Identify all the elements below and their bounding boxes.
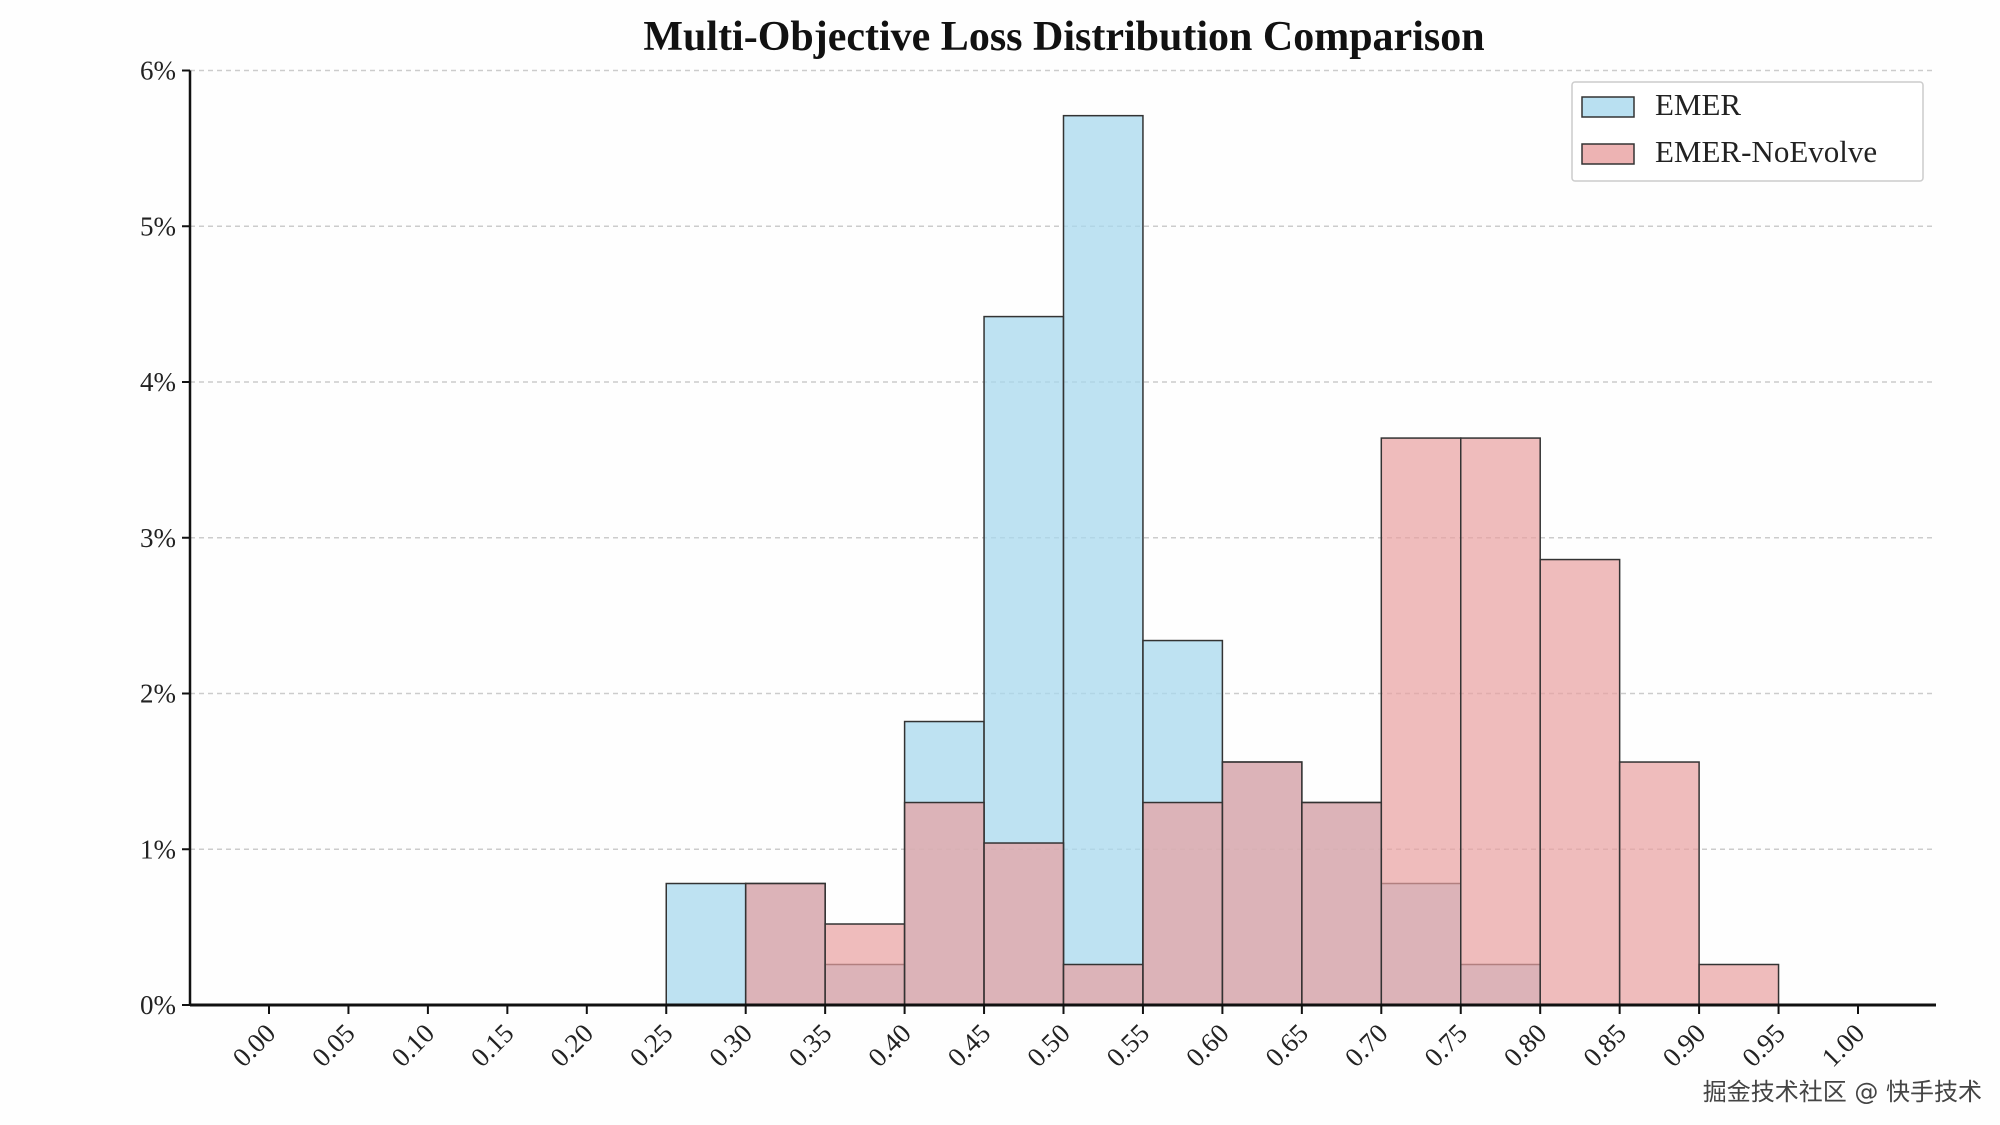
x-tick-label: 0.95 (1736, 1018, 1791, 1073)
bar-emer-noevolve (1062, 963, 1144, 1006)
watermark: 掘金技术社区 @ 快手技术 (1702, 1078, 1982, 1106)
x-tick-label: 0.00 (227, 1018, 282, 1073)
x-tick-label: 0.60 (1180, 1018, 1235, 1073)
x-tick-label: 0.35 (783, 1018, 838, 1073)
legend-swatch (1581, 96, 1635, 118)
y-tick-label: 0% (140, 990, 176, 1020)
x-tick-label: 0.20 (544, 1018, 599, 1073)
legend-swatch (1581, 143, 1635, 165)
x-tick-label: 0.05 (306, 1018, 361, 1073)
legend-label: EMER-NoEvolve (1655, 134, 1877, 169)
x-tick-label: 0.50 (1021, 1018, 1076, 1073)
bar-emer (1062, 114, 1144, 1006)
x-tick-label: 0.65 (1259, 1018, 1314, 1073)
legend: EMER EMER-NoEvolve (1571, 81, 1924, 182)
y-tick-label: 2% (140, 679, 176, 709)
x-tick-label: 1.00 (1816, 1018, 1871, 1073)
x-tick-label: 0.80 (1498, 1018, 1553, 1073)
y-tick-label: 4% (140, 367, 176, 397)
y-tick-label: 3% (140, 523, 176, 553)
x-tick-label: 0.40 (862, 1018, 917, 1073)
bar-emer-noevolve (1460, 437, 1541, 1006)
y-tick-label: 5% (140, 211, 176, 241)
x-tick-label: 0.70 (1339, 1018, 1394, 1073)
bars (665, 114, 1780, 1006)
bar-emer-noevolve (983, 842, 1065, 1006)
x-tick-label: 0.45 (942, 1018, 997, 1073)
bar-emer-noevolve (1698, 963, 1780, 1006)
bar-emer-noevolve (824, 923, 906, 1006)
x-tick-label: 0.55 (1101, 1018, 1156, 1073)
bar-emer-noevolve (1618, 761, 1700, 1006)
bar-emer-noevolve (1142, 801, 1224, 1006)
bar-emer-noevolve (903, 801, 985, 1006)
chart-title: Multi-Objective Loss Distribution Compar… (643, 14, 1484, 60)
y-tick-label: 6% (140, 56, 176, 86)
y-tick-label: 1% (140, 834, 176, 864)
bar-emer (665, 882, 747, 1006)
bar-emer-noevolve (1301, 801, 1383, 1006)
bar-emer-noevolve (1221, 761, 1303, 1006)
legend-label: EMER (1655, 87, 1741, 122)
x-tick-label: 0.85 (1577, 1018, 1632, 1073)
bar-emer-noevolve (1539, 558, 1621, 1006)
x-tick-label: 0.75 (1418, 1018, 1473, 1073)
bar-emer-noevolve (1380, 437, 1462, 1006)
bar-emer-noevolve (744, 882, 826, 1006)
legend-box (1571, 81, 1924, 182)
x-tick-label: 0.25 (624, 1018, 679, 1073)
x-tick-label: 0.15 (465, 1018, 520, 1073)
x-tick-label: 0.30 (703, 1018, 758, 1073)
x-tick-label: 0.90 (1657, 1018, 1712, 1073)
x-tick-label: 0.10 (386, 1018, 441, 1073)
